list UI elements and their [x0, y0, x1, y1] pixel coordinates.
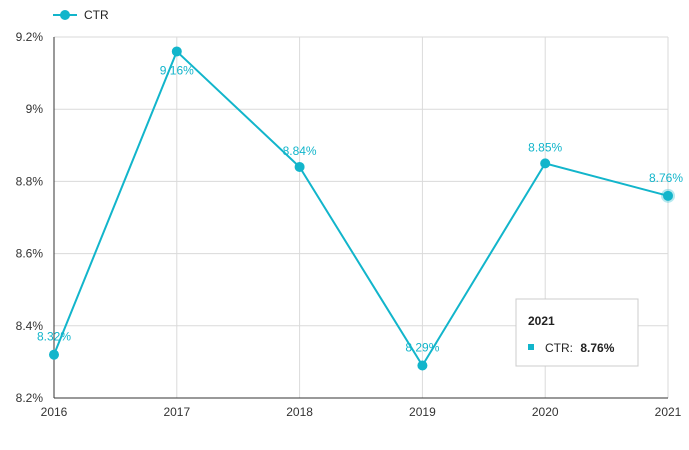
tooltip-title: 2021: [528, 314, 555, 328]
data-label: 8.85%: [528, 140, 562, 154]
y-tick-label: 8.4%: [16, 319, 44, 333]
y-tick-label: 8.8%: [16, 174, 44, 188]
y-tick-label: 8.2%: [16, 391, 44, 405]
data-label: 8.76%: [649, 171, 683, 185]
data-label: 8.32%: [37, 330, 71, 344]
tooltip-box: [515, 298, 639, 367]
tooltip: 2021 CTR: 8.76%: [515, 298, 639, 367]
data-point[interactable]: [663, 190, 673, 201]
y-tick-label: 8.6%: [16, 247, 44, 261]
data-point[interactable]: [417, 360, 428, 371]
x-tick-label: 2018: [286, 405, 313, 419]
series-line-ctr: [53, 49, 669, 368]
data-label: 8.29%: [405, 341, 439, 355]
tooltip-body: CTR: 8.76%: [545, 341, 615, 355]
legend[interactable]: CTR: [53, 8, 109, 22]
grid: [53, 36, 669, 399]
axes: 8.2% 8.4% 8.6% 8.8% 9% 9.2% 2016 2017 2018 2019 20…: [16, 30, 682, 419]
data-label: 9.16%: [160, 63, 194, 77]
tooltip-value: 8.76%: [580, 341, 614, 355]
tooltip-series-label: CTR:: [545, 341, 573, 355]
tooltip-swatch: [528, 344, 534, 350]
x-tick-label: 2021: [655, 405, 682, 419]
data-point[interactable]: [294, 161, 305, 172]
x-tick-label: 2019: [409, 405, 436, 419]
data-label: 8.84%: [283, 144, 317, 158]
series-ctr: 8.32% 9.16% 8.84% 8.29% 8.85% 8.76%: [37, 46, 683, 371]
y-tick-label: 9%: [26, 102, 44, 116]
x-tick-label: 2020: [532, 405, 559, 419]
y-tick-label: 9.2%: [16, 30, 44, 44]
legend-label[interactable]: CTR: [84, 8, 109, 22]
data-point[interactable]: [540, 158, 551, 169]
data-point[interactable]: [171, 46, 182, 57]
x-tick-label: 2016: [41, 405, 68, 419]
legend-dot-marker: [60, 10, 70, 20]
x-tick-label: 2017: [163, 405, 190, 419]
data-point[interactable]: [49, 349, 59, 360]
